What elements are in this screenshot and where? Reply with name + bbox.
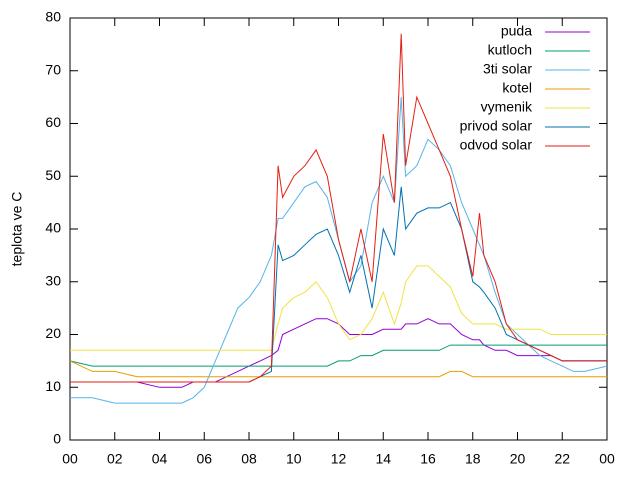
x-tick-label: 10 (286, 451, 302, 467)
series-line (70, 265, 607, 351)
x-tick-label: 00 (599, 451, 615, 467)
plot-border (69, 17, 608, 441)
x-tick-label: 20 (510, 451, 526, 467)
y-tick-label: 0 (53, 431, 61, 447)
y-tick-label: 60 (45, 114, 61, 130)
x-tick-label: 04 (152, 451, 168, 467)
x-tick-label: 00 (62, 451, 78, 467)
x-tick-label: 22 (554, 451, 570, 467)
x-tick-label: 12 (331, 451, 347, 467)
x-tick-label: 18 (465, 451, 481, 467)
legend-label: kutloch (488, 42, 532, 58)
y-tick-label: 10 (45, 378, 61, 394)
y-tick-label: 30 (45, 272, 61, 288)
x-tick-label: 02 (107, 451, 123, 467)
legend-label: vymenik (481, 99, 533, 115)
y-tick-label: 50 (45, 167, 61, 183)
series-line (69, 360, 607, 378)
y-axis-label: teplota ve C (9, 192, 25, 267)
legend-label: puda (501, 23, 532, 39)
series-line (69, 344, 607, 367)
y-tick-label: 40 (45, 220, 61, 236)
series-line (70, 186, 607, 383)
y-tick-label: 80 (45, 9, 61, 25)
legend-label: odvod solar (460, 137, 533, 153)
y-tick-label: 20 (45, 325, 61, 341)
x-tick-label: 06 (196, 451, 212, 467)
series-line (70, 33, 607, 383)
legend-label: privod solar (460, 118, 533, 134)
x-tick-label: 16 (420, 451, 436, 467)
x-tick-label: 08 (241, 451, 257, 467)
x-tick-label: 14 (375, 451, 391, 467)
legend-label: 3ti solar (483, 61, 532, 77)
y-tick-label: 70 (45, 61, 61, 77)
legend-label: kotel (502, 80, 532, 96)
